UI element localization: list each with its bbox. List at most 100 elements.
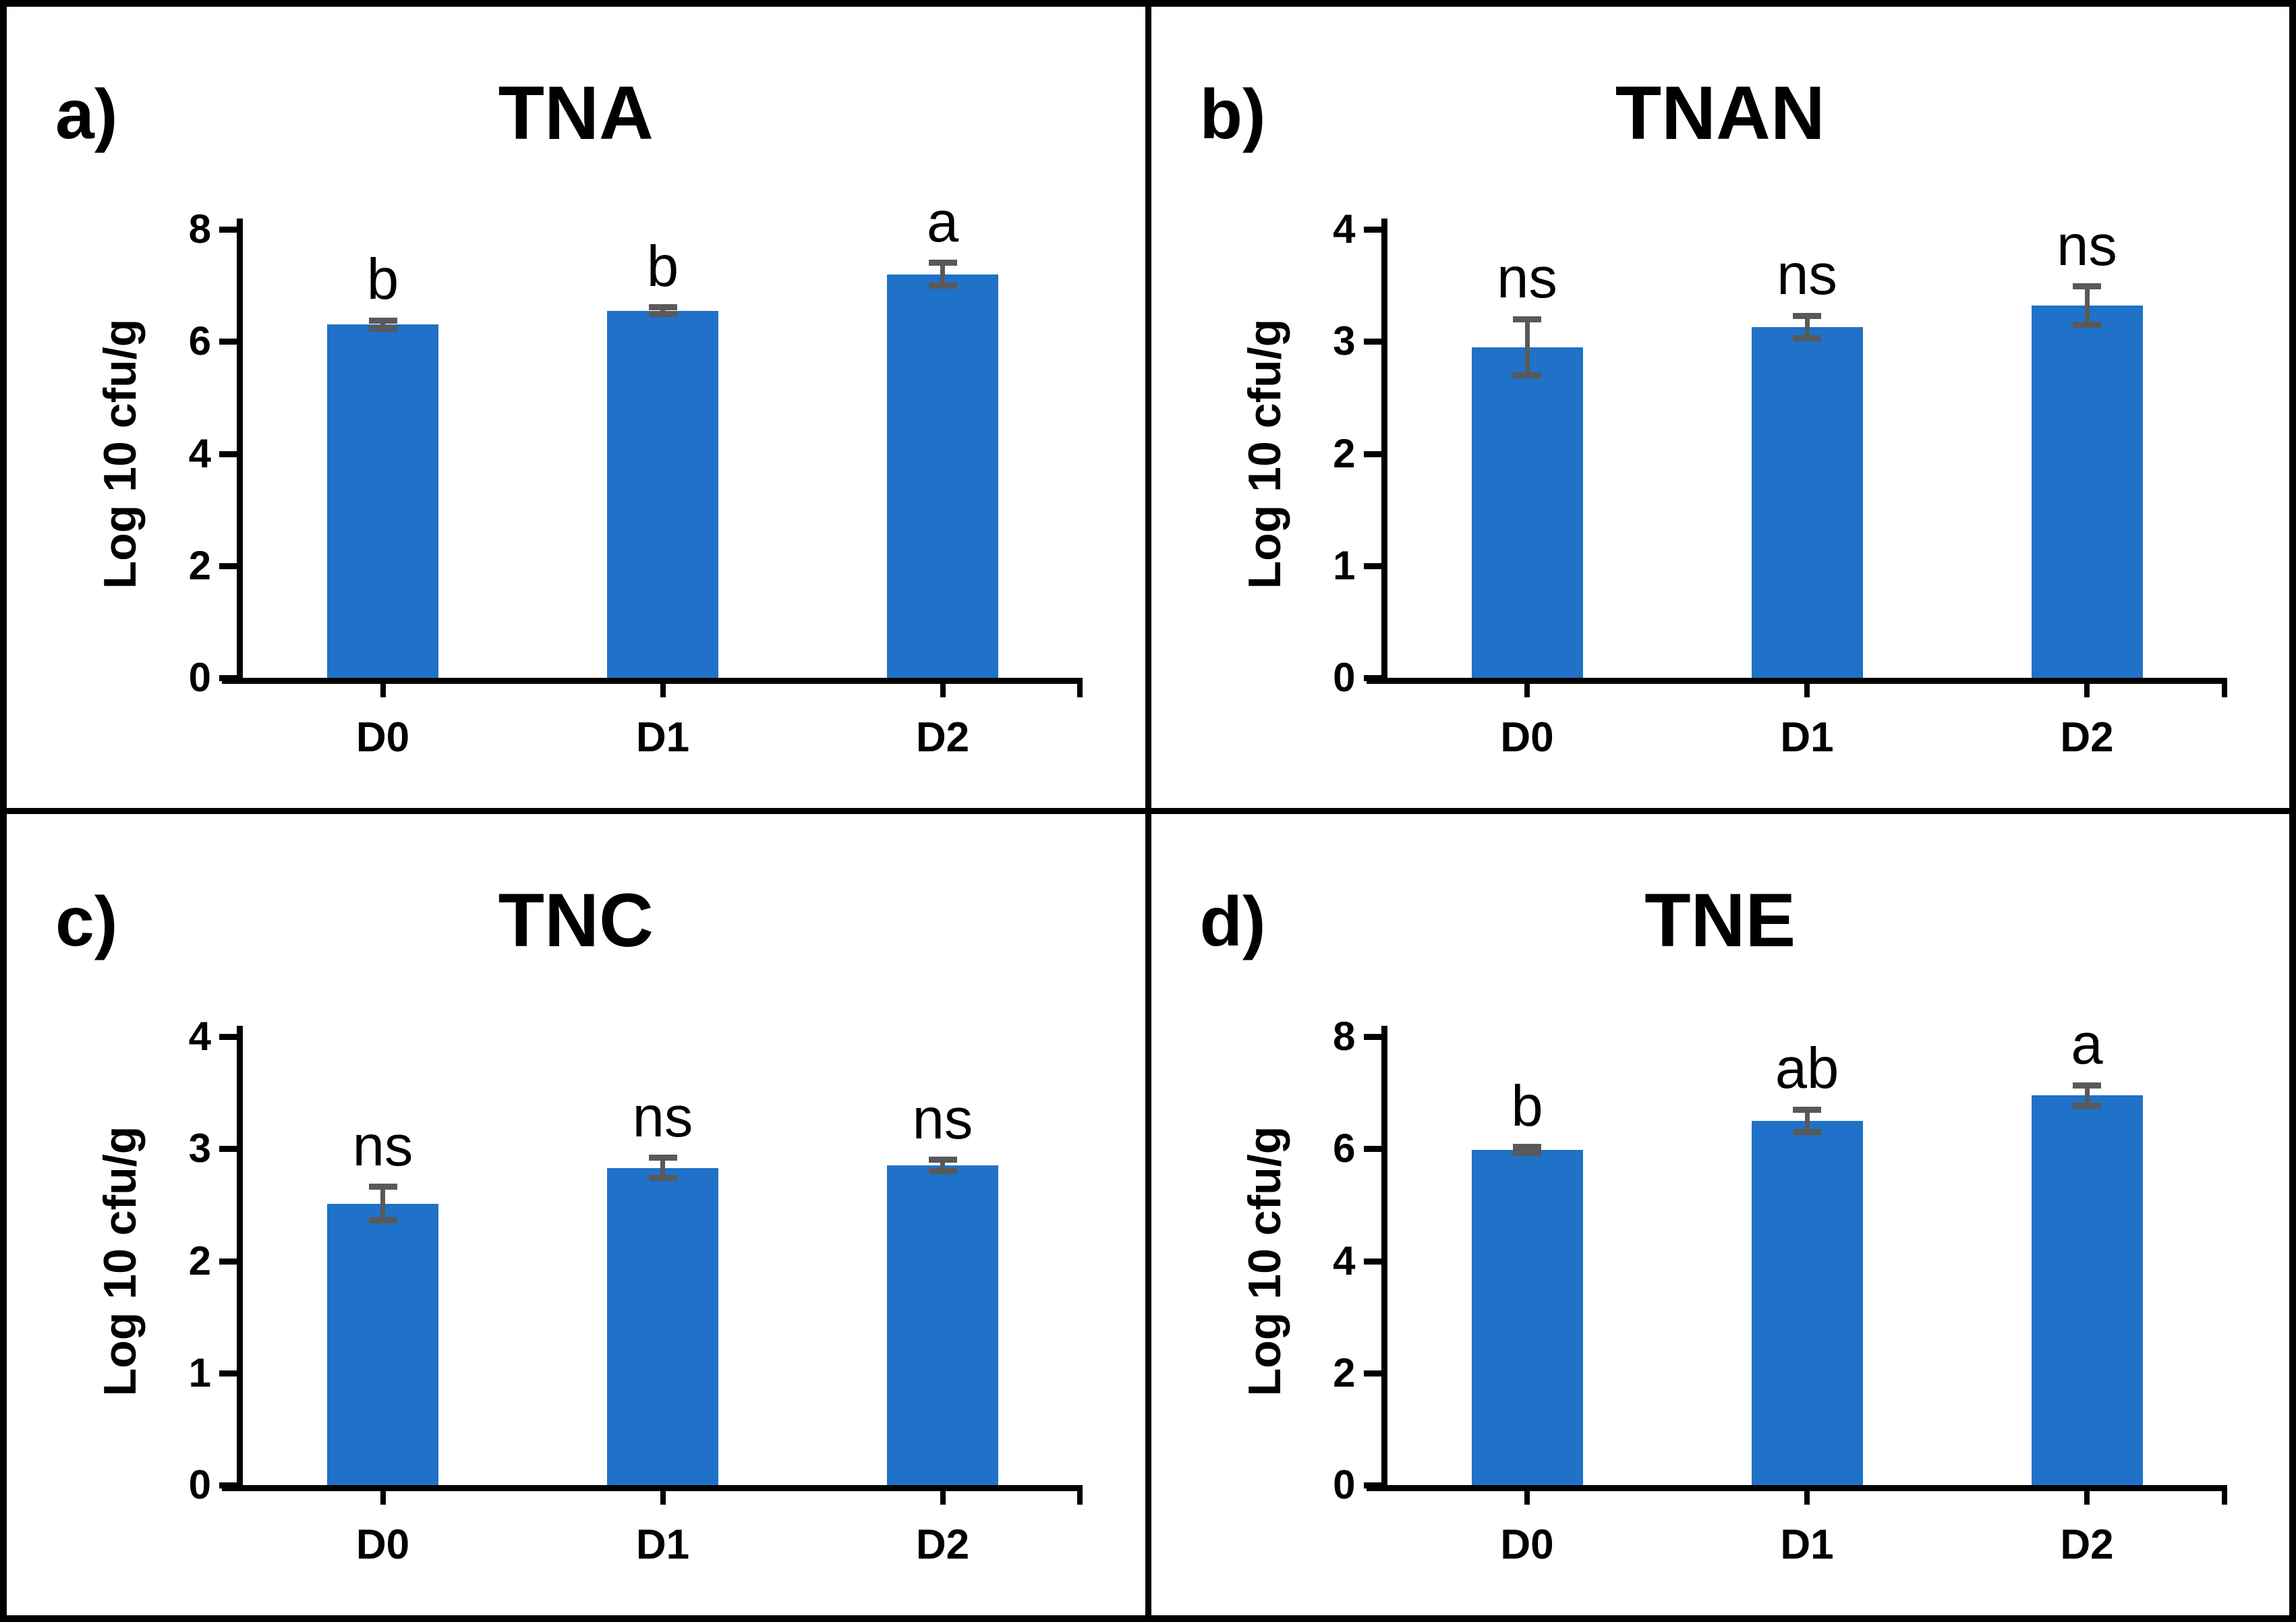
panel-letter-d: d): [1199, 883, 1266, 961]
panel-title-c: TNC: [498, 878, 654, 962]
error-bar-line: [380, 1186, 385, 1221]
y-tick-label: 0: [188, 1462, 211, 1507]
y-tick: [219, 339, 237, 345]
axis-title-y: Log 10 cfu/g: [1238, 1126, 1290, 1396]
panel-d: d) TNE 0 2 4 6 8 Log 10 cfu/g b D0 ab D1 a D2: [1151, 814, 2290, 1615]
error-bar-cap-top: [1793, 312, 1821, 319]
y-tick: [219, 1370, 237, 1377]
error-bar-cap-top: [1793, 1106, 1821, 1113]
x-axis-end-tick: [1077, 684, 1083, 697]
y-tick-label: 6: [1333, 1126, 1356, 1171]
sig-label: ns: [352, 1113, 413, 1178]
x-tick: [1524, 684, 1530, 697]
y-tick-label: 6: [188, 318, 211, 364]
error-bar-cap-bottom: [1513, 372, 1541, 378]
error-bar-cap-bottom: [1793, 1128, 1821, 1135]
x-axis-end-tick: [1077, 1491, 1083, 1505]
error-bar-cap-bottom: [648, 1174, 677, 1181]
error-bar-cap-bottom: [648, 311, 677, 318]
x-axis-line: [222, 678, 1083, 684]
panel-title-d: TNE: [1644, 878, 1796, 962]
y-tick: [219, 1034, 237, 1040]
bar-chart-a: 0 2 4 6 8 Log 10 cfu/g b D0 b D1 a D2: [7, 7, 1145, 808]
sig-label: ns: [1497, 246, 1557, 310]
y-tick-label: 8: [1333, 1014, 1356, 1059]
y-tick: [219, 227, 237, 233]
y-tick-label: 2: [1333, 1350, 1356, 1395]
error-bar-cap-top: [368, 317, 397, 324]
y-tick-label: 8: [188, 206, 211, 252]
sig-label: ns: [912, 1087, 973, 1151]
y-tick-label: 0: [1333, 655, 1356, 700]
y-tick-label: 4: [1333, 206, 1356, 252]
x-tick: [1804, 684, 1810, 697]
error-bar-cap-top: [368, 1184, 397, 1190]
y-tick: [1363, 1146, 1381, 1153]
bar: [887, 274, 998, 678]
axis-title-y: Log 10 cfu/g: [94, 318, 146, 589]
y-tick-label: 3: [188, 1126, 211, 1171]
y-tick: [219, 1146, 237, 1153]
y-tick: [1363, 1034, 1381, 1040]
y-tick: [219, 675, 237, 681]
bar: [607, 310, 718, 678]
bar: [1471, 1149, 1583, 1485]
y-tick-label: 2: [1333, 430, 1356, 476]
y-tick-label: 2: [188, 1238, 211, 1283]
y-tick-label: 4: [1333, 1238, 1356, 1283]
x-tick-label: D0: [1500, 1522, 1554, 1568]
bar: [887, 1165, 998, 1485]
x-tick: [660, 684, 666, 697]
x-tick-label: D2: [2060, 1522, 2114, 1568]
y-tick-label: 0: [188, 655, 211, 700]
sig-label: ns: [2057, 213, 2117, 278]
error-bar-cap-top: [2073, 1082, 2101, 1089]
error-bar-cap-bottom: [928, 282, 957, 289]
y-axis-line: [1381, 219, 1387, 684]
axis-title-y: Log 10 cfu/g: [1238, 318, 1290, 589]
x-tick: [380, 684, 386, 697]
bar-chart-d: 0 2 4 6 8 Log 10 cfu/g b D0 ab D1 a D2: [1151, 814, 2290, 1615]
x-tick-label: D1: [1780, 714, 1834, 761]
error-bar-cap-top: [648, 1155, 677, 1161]
panel-c: c) TNC 0 1 2 3 4 Log 10 cfu/g ns D0 ns D1 ns D2: [7, 814, 1145, 1615]
bar: [327, 324, 438, 678]
error-bar-cap-top: [648, 304, 677, 311]
error-bar-line: [940, 262, 945, 286]
x-tick: [2084, 1491, 2090, 1505]
bar-chart-b: 0 1 2 3 4 Log 10 cfu/g ns D0 ns D1 ns D2: [1151, 7, 2290, 808]
error-bar-line: [1524, 319, 1530, 376]
error-bar-line: [940, 1159, 945, 1171]
bar-chart-c: 0 1 2 3 4 Log 10 cfu/g ns D0 ns D1 ns D2: [7, 814, 1145, 1615]
panel-letter-c: c): [55, 883, 118, 961]
error-bar-line: [2084, 286, 2090, 325]
panel-title-b: TNAN: [1615, 71, 1825, 155]
bar: [2031, 1095, 2143, 1485]
y-axis-line: [237, 1026, 243, 1491]
y-tick: [219, 1258, 237, 1265]
y-tick-label: 1: [1333, 542, 1356, 588]
x-tick-label: D2: [2060, 714, 2114, 761]
error-bar-line: [1804, 316, 1810, 339]
x-axis-line: [1366, 678, 2227, 684]
y-tick: [1363, 227, 1381, 233]
panel-b: b) TNAN 0 1 2 3 4 Log 10 cfu/g ns D0 ns D1 ns D2: [1151, 7, 2290, 808]
error-bar-cap-top: [2073, 283, 2101, 290]
error-bar-line: [380, 320, 385, 329]
bar: [1751, 326, 1863, 678]
x-tick-label: D1: [635, 714, 690, 761]
y-tick: [219, 562, 237, 569]
error-bar-cap-top: [928, 260, 957, 266]
y-tick-label: 1: [188, 1350, 211, 1395]
sig-label: ab: [1775, 1037, 1839, 1101]
panel-letter-b: b): [1199, 76, 1266, 154]
y-tick: [219, 1482, 237, 1488]
axis-title-y: Log 10 cfu/g: [94, 1126, 146, 1396]
y-tick-label: 2: [188, 542, 211, 588]
x-tick-label: D1: [1780, 1522, 1834, 1568]
y-tick-label: 4: [188, 430, 211, 476]
panel-letter-a: a): [55, 76, 118, 154]
y-tick-label: 3: [1333, 318, 1356, 364]
error-bar-line: [1804, 1109, 1810, 1132]
y-tick: [1363, 562, 1381, 569]
